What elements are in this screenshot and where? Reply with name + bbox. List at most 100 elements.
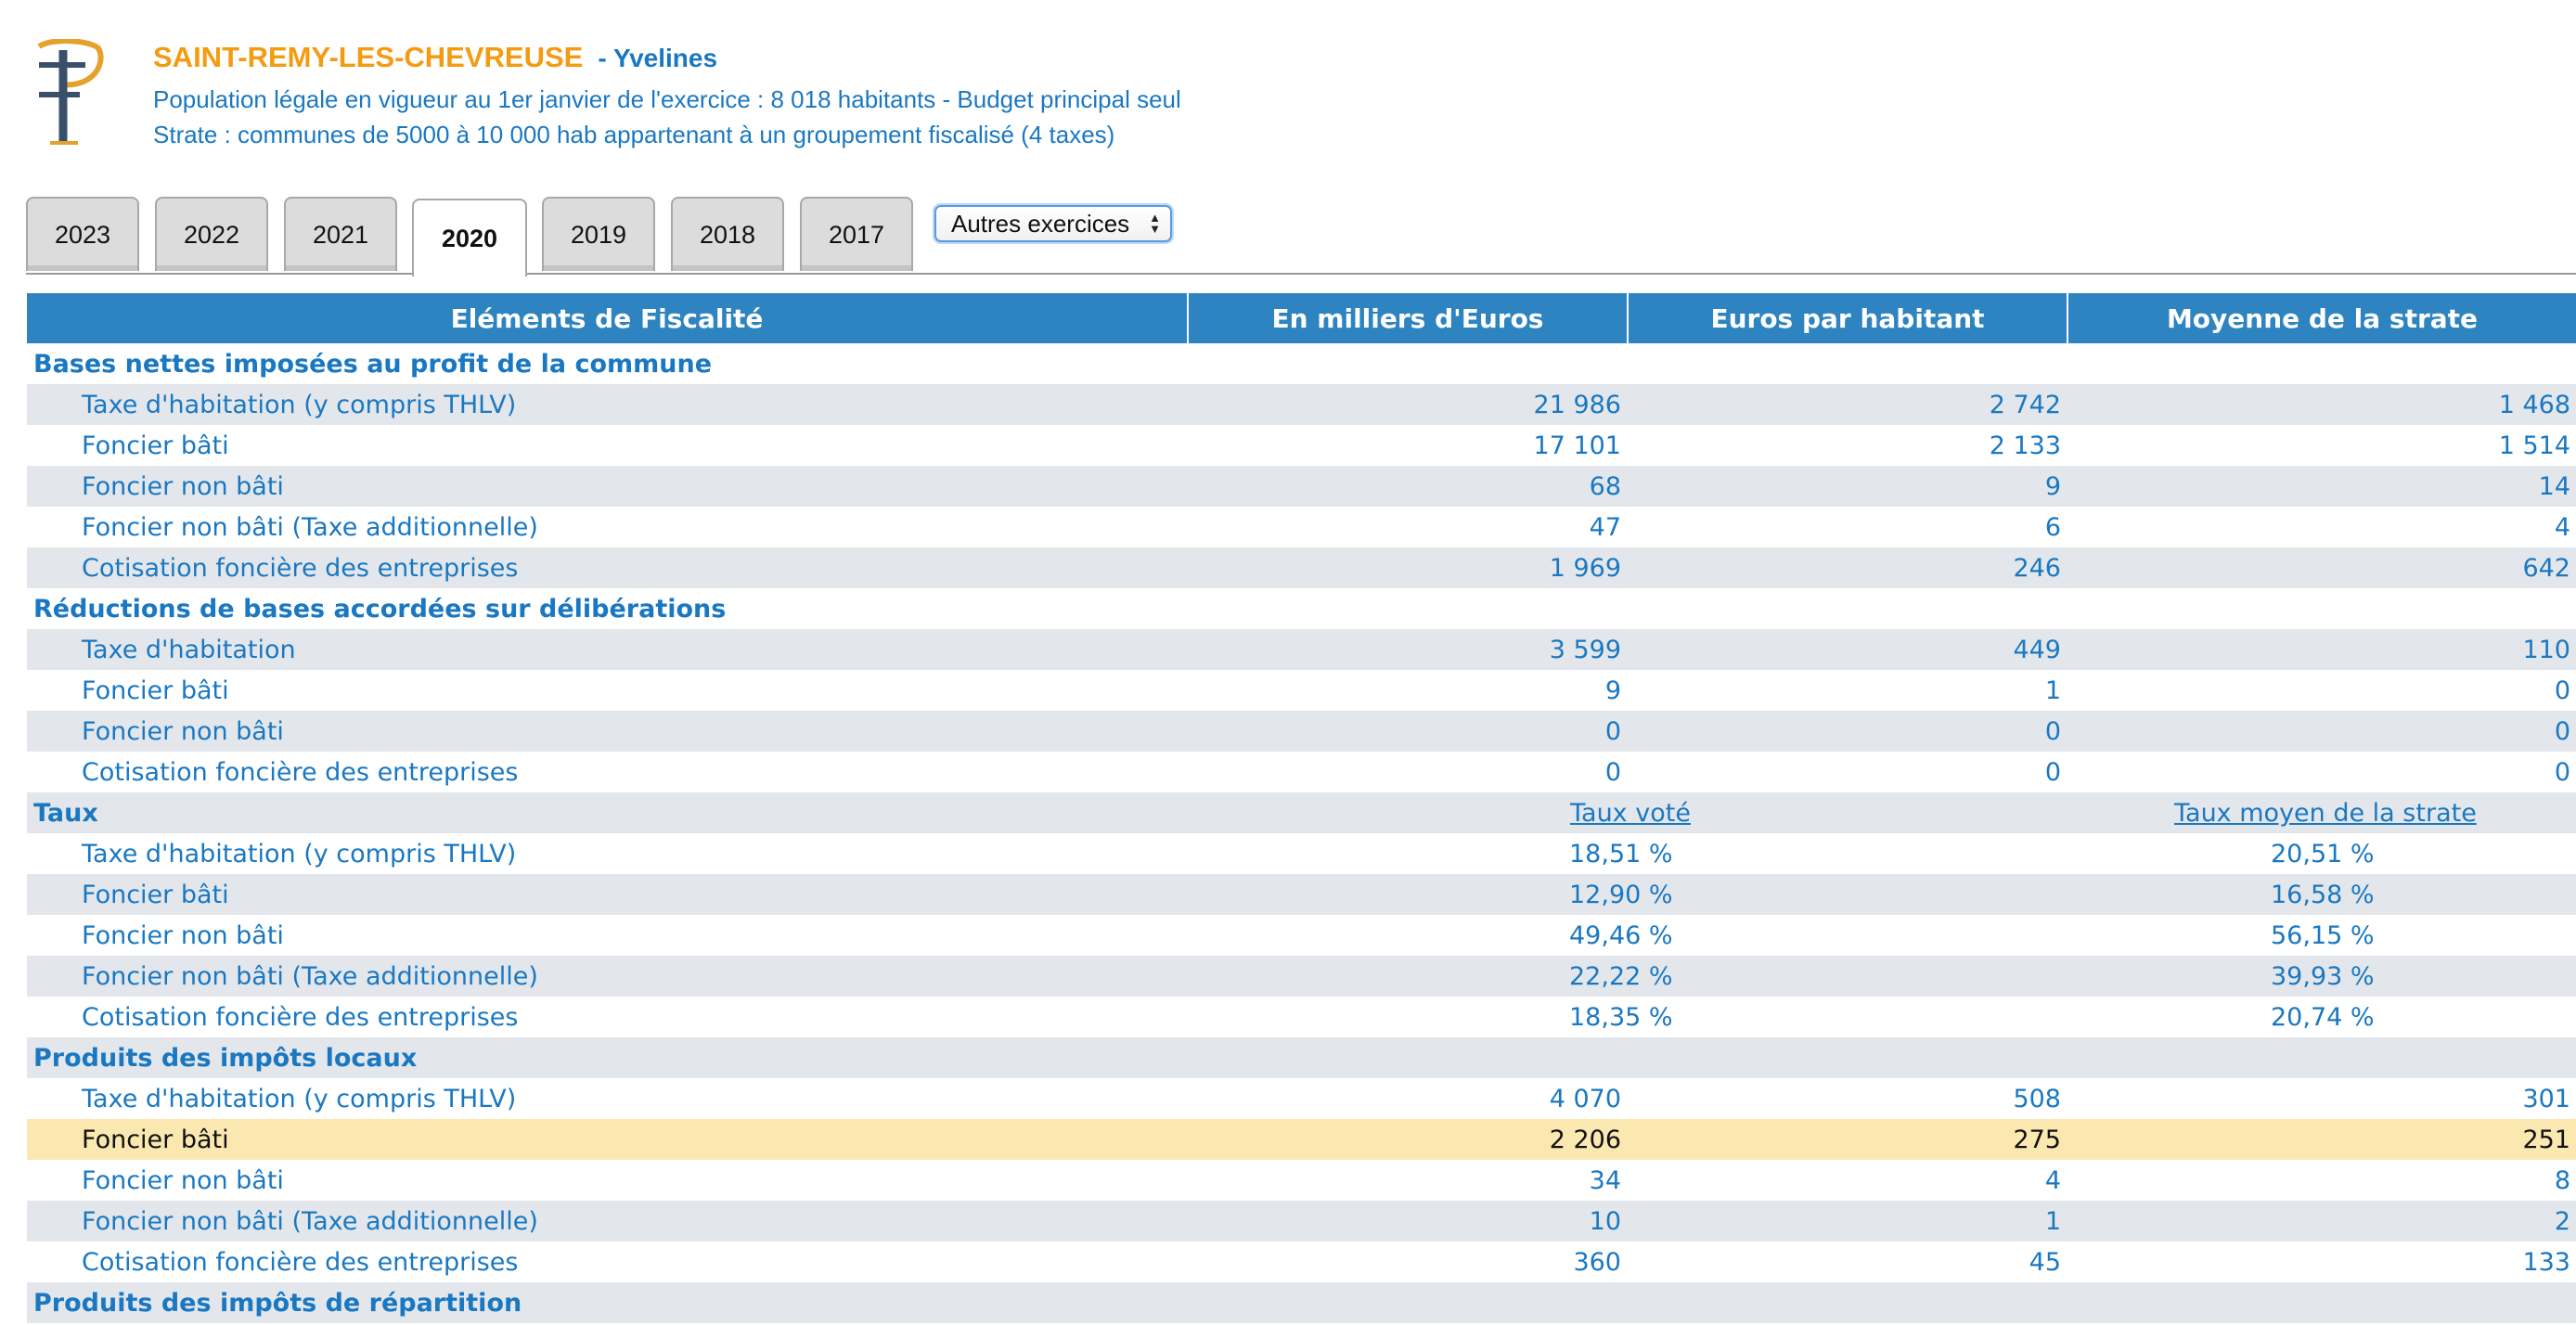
value-par-habitant: 6 — [2044, 512, 2061, 542]
value-moyenne: 2 — [2554, 1206, 2570, 1236]
row-label: Foncier bâti — [82, 675, 229, 705]
header-moyenne-strate: Moyenne de la strate — [2068, 293, 2576, 343]
row-label: Cotisation foncière des entreprises — [82, 1002, 519, 1032]
table-row: Foncier bâti 12,90 % 16,58 % — [27, 874, 2576, 915]
header-milliers: En milliers d'Euros — [1189, 293, 1629, 343]
value-moyenne: 110 — [2522, 635, 2570, 664]
table-row: Foncier bâti 9 1 0 — [27, 670, 2576, 711]
row-label: Cotisation foncière des entreprises — [82, 1247, 519, 1277]
taux-vote-value: 49,46 % — [1569, 920, 1673, 950]
section-title: Produits des impôts locaux — [33, 1043, 418, 1073]
title-line: SAINT-REMY-LES-CHEVREUSE - Yvelines — [153, 41, 1181, 82]
value-milliers: 47 — [1589, 512, 1621, 542]
taux-strate-value: 39,93 % — [2271, 961, 2375, 991]
value-milliers: 17 101 — [1533, 431, 1621, 460]
section-title: Produits des impôts de répartition — [33, 1288, 522, 1318]
section-title: Taux — [33, 798, 98, 828]
table-row: Foncier non bâti (Taxe additionnelle) 22… — [27, 956, 2576, 997]
tab-2022[interactable]: 2022 — [155, 197, 268, 271]
row-label: Foncier bâti — [82, 1125, 229, 1154]
tab-2018[interactable]: 2018 — [671, 197, 784, 271]
value-moyenne: 1 514 — [2498, 431, 2570, 460]
section-repartition: Produits des impôts de répartition — [27, 1282, 2576, 1323]
table-row: Taxe d'habitation 3 599 449 110 — [27, 629, 2576, 670]
value-par-habitant: 275 — [2013, 1125, 2061, 1154]
row-label: Foncier non bâti (Taxe additionnelle) — [82, 1206, 538, 1236]
value-moyenne: 14 — [2538, 471, 2570, 501]
tab-2019[interactable]: 2019 — [542, 197, 655, 271]
table-row: Cotisation foncière des entreprises 360 … — [27, 1241, 2576, 1282]
taux-vote-value: 18,35 % — [1569, 1002, 1673, 1032]
departement-name: - Yvelines — [598, 44, 718, 72]
value-milliers: 9 — [1604, 675, 1621, 705]
taux-moyen-strate-link[interactable]: Taux moyen de la strate — [2174, 798, 2477, 828]
taux-vote-value: 18,51 % — [1569, 839, 1673, 868]
value-moyenne: 133 — [2522, 1247, 2570, 1277]
value-par-habitant: 508 — [2013, 1084, 2061, 1113]
taux-vote-value: 22,22 % — [1569, 961, 1673, 991]
value-milliers: 21 986 — [1533, 390, 1621, 419]
row-label: Taxe d'habitation (y compris THLV) — [82, 390, 517, 419]
value-par-habitant: 2 133 — [1989, 431, 2061, 460]
select-label: Autres exercices — [951, 209, 1130, 238]
row-label: Foncier non bâti — [82, 471, 284, 501]
value-par-habitant: 45 — [2029, 1247, 2061, 1277]
value-par-habitant: 1 — [2044, 1206, 2061, 1236]
table-row: Taxe d'habitation (y compris THLV) 21 98… — [27, 384, 2576, 425]
row-label: Taxe d'habitation (y compris THLV) — [82, 839, 517, 868]
table-row: Foncier non bâti 49,46 % 56,15 % — [27, 915, 2576, 956]
tab-2020[interactable]: 2020 — [412, 199, 527, 277]
table-row-highlighted[interactable]: Foncier bâti 2 206 275 251 — [27, 1119, 2576, 1160]
value-par-habitant: 0 — [2044, 757, 2061, 787]
commune-header: SAINT-REMY-LES-CHEVREUSE - Yvelines Popu… — [153, 41, 1181, 152]
tab-2017[interactable]: 2017 — [800, 197, 913, 271]
taux-vote-value: 12,90 % — [1569, 880, 1673, 909]
value-milliers: 3 599 — [1549, 635, 1621, 664]
value-par-habitant: 246 — [2013, 553, 2061, 583]
value-milliers: 4 070 — [1549, 1084, 1621, 1113]
value-milliers: 2 206 — [1549, 1125, 1621, 1154]
value-milliers: 68 — [1589, 471, 1621, 501]
value-par-habitant: 9 — [2044, 471, 2061, 501]
value-moyenne: 0 — [2554, 675, 2570, 705]
value-par-habitant: 0 — [2044, 716, 2061, 746]
taux-vote-link[interactable]: Taux voté — [1570, 798, 1691, 828]
taux-strate-value: 20,51 % — [2271, 839, 2375, 868]
row-label: Foncier non bâti — [82, 920, 284, 950]
population-info: Population légale en vigueur au 1er janv… — [153, 85, 1181, 113]
section-title: Réductions de bases accordées sur délibé… — [33, 594, 727, 624]
row-label: Taxe d'habitation (y compris THLV) — [82, 1084, 517, 1113]
fiscalite-table: Eléments de Fiscalité En milliers d'Euro… — [27, 293, 2576, 1323]
section-produits: Produits des impôts locaux — [27, 1037, 2576, 1078]
table-row: Foncier non bâti 34 4 8 — [27, 1160, 2576, 1201]
value-moyenne: 8 — [2554, 1165, 2570, 1195]
header-elements: Eléments de Fiscalité — [27, 293, 1189, 343]
value-milliers: 34 — [1589, 1165, 1621, 1195]
row-label: Foncier non bâti — [82, 716, 284, 746]
value-par-habitant: 1 — [2044, 675, 2061, 705]
value-milliers: 0 — [1604, 757, 1621, 787]
header-par-habitant: Euros par habitant — [1629, 293, 2068, 343]
row-label: Foncier bâti — [82, 880, 229, 909]
section-taux: Taux Taux voté Taux moyen de la strate — [27, 792, 2576, 833]
logo-icon — [37, 39, 104, 145]
table-row: Cotisation foncière des entreprises 1 96… — [27, 547, 2576, 588]
value-moyenne: 642 — [2522, 553, 2570, 583]
table-row: Foncier non bâti 68 9 14 — [27, 466, 2576, 507]
row-label: Foncier non bâti (Taxe additionnelle) — [82, 961, 538, 991]
row-label: Foncier non bâti — [82, 1165, 284, 1195]
value-par-habitant: 2 742 — [1989, 390, 2061, 419]
table-row: Foncier non bâti 0 0 0 — [27, 711, 2576, 752]
value-milliers: 360 — [1573, 1247, 1621, 1277]
tab-2021[interactable]: 2021 — [284, 197, 397, 271]
value-milliers: 0 — [1604, 716, 1621, 746]
value-milliers: 1 969 — [1549, 553, 1621, 583]
row-label: Taxe d'habitation — [82, 635, 296, 664]
table-row: Taxe d'habitation (y compris THLV) 18,51… — [27, 833, 2576, 874]
value-par-habitant: 449 — [2013, 635, 2061, 664]
autres-exercices-select[interactable]: Autres exercices ▲ ▼ — [934, 205, 1172, 242]
value-moyenne: 301 — [2522, 1084, 2570, 1113]
tab-2023[interactable]: 2023 — [26, 197, 139, 271]
row-label: Cotisation foncière des entreprises — [82, 553, 519, 583]
commune-name: SAINT-REMY-LES-CHEVREUSE — [153, 41, 584, 73]
